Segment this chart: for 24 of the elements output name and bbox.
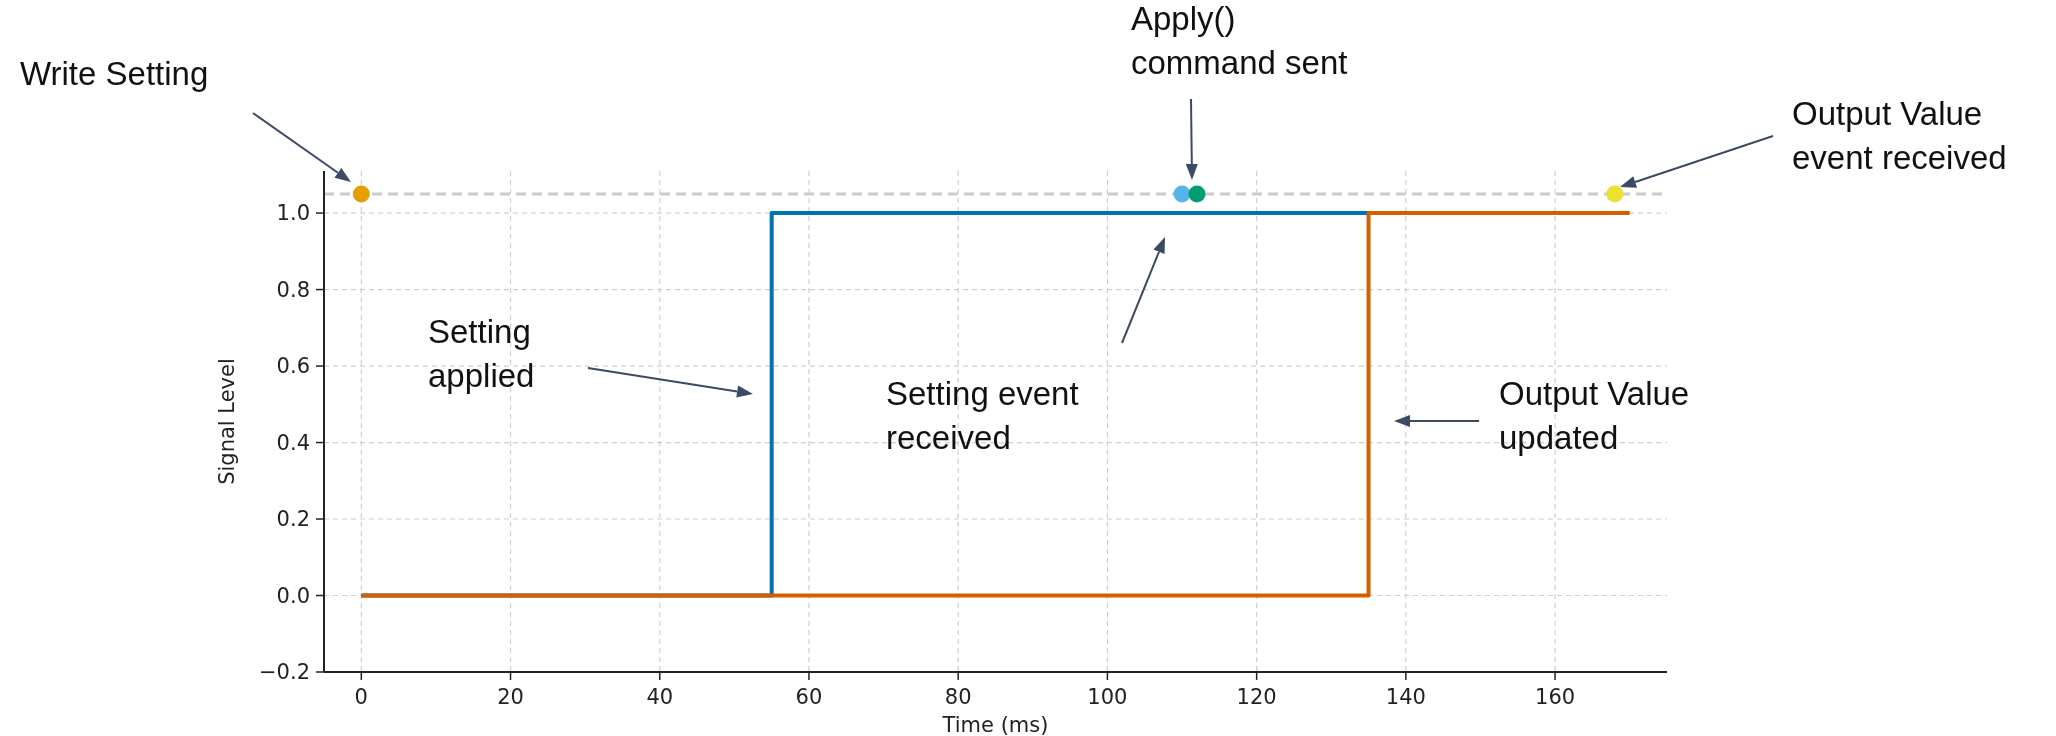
y-tick-label: 0.6 (276, 354, 310, 379)
x-tick-label: 0 (354, 685, 368, 709)
x-tick-label: 140 (1385, 685, 1426, 709)
x-tick-label: 160 (1535, 685, 1576, 709)
x-tick-label: 20 (497, 685, 524, 709)
text: Apply() command sent (1131, 0, 1348, 81)
y-tick-label: 0.2 (276, 507, 310, 532)
x-axis-title: Time (ms) (941, 713, 1049, 736)
y-tick-label: 0.8 (276, 277, 310, 302)
x-tick-label: 60 (795, 685, 823, 709)
x-tick-label: 80 (944, 685, 972, 709)
text: Write Setting (20, 55, 209, 92)
x-tick-label: 120 (1236, 685, 1277, 709)
y-tick-label: 0.0 (276, 583, 310, 608)
y-tick-label: 1.0 (276, 201, 310, 226)
y-tick-label: −0.2 (259, 660, 310, 684)
x-tick-label: 40 (646, 685, 674, 709)
x-tick-label: 100 (1087, 685, 1128, 709)
y-axis-title: Signal Level (215, 358, 239, 485)
y-tick-label: 0.4 (276, 430, 310, 455)
annotation: Setting applied (428, 313, 535, 394)
annotation: Setting event received (886, 375, 1079, 456)
annotation: Output Value updated (1499, 375, 1690, 456)
text: Output Value event received (1792, 95, 2007, 176)
